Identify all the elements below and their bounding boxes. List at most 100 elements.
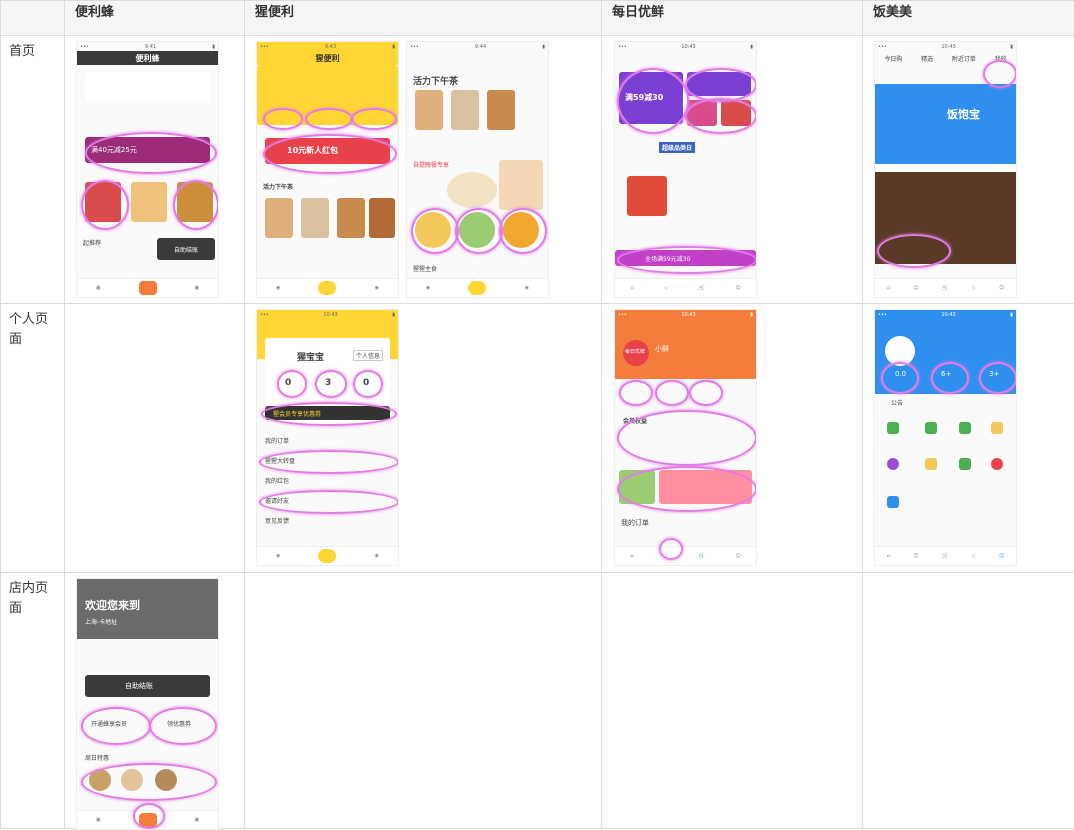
home-icon[interactable]: ⌂ [887, 553, 890, 559]
screenshot-bianlifeng-home: •••9:41▮ 便利蜂 满40元减25元 起推荐 自助结账 ▣▣ [76, 41, 219, 298]
header-corner [1, 1, 65, 36]
highlight-circle [81, 707, 151, 745]
screenshot-bianlifeng-store: 欢迎您来到 上海-卡地址 自助结账 开通蜂享会员 领优惠券 周日特惠 ▣▣ [76, 578, 219, 830]
food-image [447, 172, 497, 208]
category-icons [85, 72, 210, 102]
profile-info-button[interactable]: 个人信息 [353, 350, 383, 361]
highlight-circle [455, 208, 503, 254]
screenshot-xingbianli-personal: •••10:43▮ 猩宝宝 个人信息 0 3 0 猩会员专享优惠券 我的订单 猩… [256, 309, 399, 566]
highlight-circle [261, 402, 397, 426]
highlight-circle [81, 180, 129, 230]
home-icon[interactable]: ⌂ [630, 553, 633, 559]
menu-icon[interactable] [959, 458, 971, 470]
highlight-circle [685, 68, 757, 102]
status-bar: •••9:41▮ [77, 42, 218, 51]
highlight-circle [979, 362, 1017, 394]
highlight-circle [931, 362, 969, 394]
cart-icon[interactable]: 🛒 [699, 553, 705, 559]
scan-icon[interactable] [468, 281, 486, 295]
row-home: 首页 •••9:41▮ 便利蜂 满40元减25元 起推荐 自助结账 ▣▣ [1, 36, 1074, 304]
cart-icon[interactable]: 🛒 [942, 553, 948, 559]
cell-meiriyouxian-store [602, 573, 863, 829]
menu-icon[interactable] [887, 458, 899, 470]
screenshot-fanmeimei-home: •••10:43▮ 今日购 精选 附近订单 我的 饭饱宝 ⌂☺🛒◇☺ [874, 41, 1017, 298]
tab-icon[interactable]: ◉ [525, 285, 529, 291]
app-title: 便利蜂 [77, 51, 218, 65]
scan-icon[interactable] [139, 281, 157, 295]
status-bar: •••10:43▮ [615, 310, 756, 319]
user-icon[interactable]: ☺ [999, 553, 1004, 559]
status-bar: •••9:43▮ [257, 42, 398, 51]
hero-banner [875, 84, 1016, 164]
cart-icon[interactable]: 🛒 [942, 285, 948, 291]
tab-bar: ⌂ ◇ 🛒 ☺ [615, 278, 756, 297]
header-fanmeimei: 饭美美 [863, 1, 1074, 36]
tab-icon[interactable]: ◉ [276, 553, 280, 559]
tab-nearby[interactable]: 附近订单 [952, 54, 976, 63]
highlight-circle [685, 98, 757, 134]
section-title: 周日特惠 [85, 753, 109, 762]
user-icon[interactable]: ☺ [735, 553, 740, 559]
user-name: 猩宝宝 [297, 350, 324, 363]
tab-icon[interactable]: ◉ [426, 285, 430, 291]
row-personal: 个人页面 •••10:43▮ 猩宝宝 个人信息 0 3 0 猩会员专享优惠券 我… [1, 304, 1074, 573]
tab-icon[interactable]: ▣ [194, 285, 199, 291]
home-icon[interactable]: ⌂ [887, 285, 890, 291]
product-card [415, 90, 443, 130]
tab-icon[interactable]: ◉ [276, 285, 280, 291]
menu-icon[interactable] [887, 422, 899, 434]
tab-icon[interactable]: ▣ [194, 817, 199, 823]
highlight-circle [881, 362, 919, 394]
highlight-circle [263, 134, 397, 174]
tab-today[interactable]: 今日购 [884, 54, 902, 63]
highlight-circle [263, 108, 303, 130]
section-title: 活力下午茶 [413, 74, 458, 87]
menu-icon[interactable] [991, 458, 1003, 470]
highlight-circle [259, 490, 399, 514]
tab-icon[interactable]: ◇ [972, 285, 976, 291]
user-icon[interactable]: ☺ [913, 553, 918, 559]
cart-icon[interactable]: 🛒 [699, 285, 705, 291]
menu-icon[interactable] [887, 496, 899, 508]
menu-item[interactable]: 我的订单 [265, 436, 289, 445]
status-bar: •••10:43▮ [875, 42, 1016, 51]
screenshot-meiriyouxian-personal: •••10:43▮ 每日优鲜 小鲜 会员权益 我的订单 ⌂◇🛒☺ [614, 309, 757, 566]
tab-featured[interactable]: 精选 [921, 54, 933, 63]
user-icon[interactable]: ☺ [999, 285, 1004, 291]
menu-icon[interactable] [991, 422, 1003, 434]
highlight-circle [149, 707, 217, 745]
screenshot-meiriyouxian-home: •••10:43▮ 满59减30 超级品类日 全场满59元减30 ⌂◇🛒☺ [614, 41, 757, 298]
scan-icon[interactable] [318, 281, 336, 295]
tab-bar: ⌂◇🛒☺ [615, 546, 756, 565]
highlight-circle [411, 208, 459, 254]
menu-item[interactable]: 我的红包 [265, 476, 289, 485]
cell-fanmeimei-store [863, 573, 1074, 829]
highlight-circle [305, 108, 353, 130]
tab-bar: ▣▣ [77, 278, 218, 297]
highlight-circle [315, 370, 347, 398]
menu-icon[interactable] [959, 422, 971, 434]
tab-icon[interactable]: ◉ [375, 285, 379, 291]
product-card [131, 182, 167, 222]
tab-icon[interactable]: ◇ [664, 285, 668, 291]
status-bar: •••10:43▮ [615, 42, 756, 51]
cell-xingbianli-home: •••9:43▮ 猩便利 10元新人红包 活力下午茶 ◉◉ •••9:44▮ 活… [245, 36, 602, 304]
tab-icon[interactable]: ▣ [96, 817, 101, 823]
menu-item[interactable]: 意见反馈 [265, 516, 289, 525]
tab-icon[interactable]: ▣ [96, 285, 101, 291]
menu-icon[interactable] [925, 458, 937, 470]
self-pay-button[interactable]: 自助结账 [157, 238, 215, 260]
tab-icon[interactable]: ◉ [375, 553, 379, 559]
home-icon[interactable]: ⌂ [630, 285, 633, 291]
user-icon[interactable]: ☺ [913, 285, 918, 291]
highlight-circle [499, 208, 547, 254]
user-name: 小鲜 [655, 344, 669, 354]
user-icon[interactable]: ☺ [735, 285, 740, 291]
status-bar: •••10:43▮ [257, 310, 398, 319]
notice-text: 公告 [891, 398, 903, 407]
menu-icon[interactable] [925, 422, 937, 434]
scan-icon[interactable] [318, 549, 336, 563]
product-image [627, 176, 667, 216]
row-label-personal: 个人页面 [1, 304, 65, 573]
tab-icon[interactable]: ◇ [972, 553, 976, 559]
